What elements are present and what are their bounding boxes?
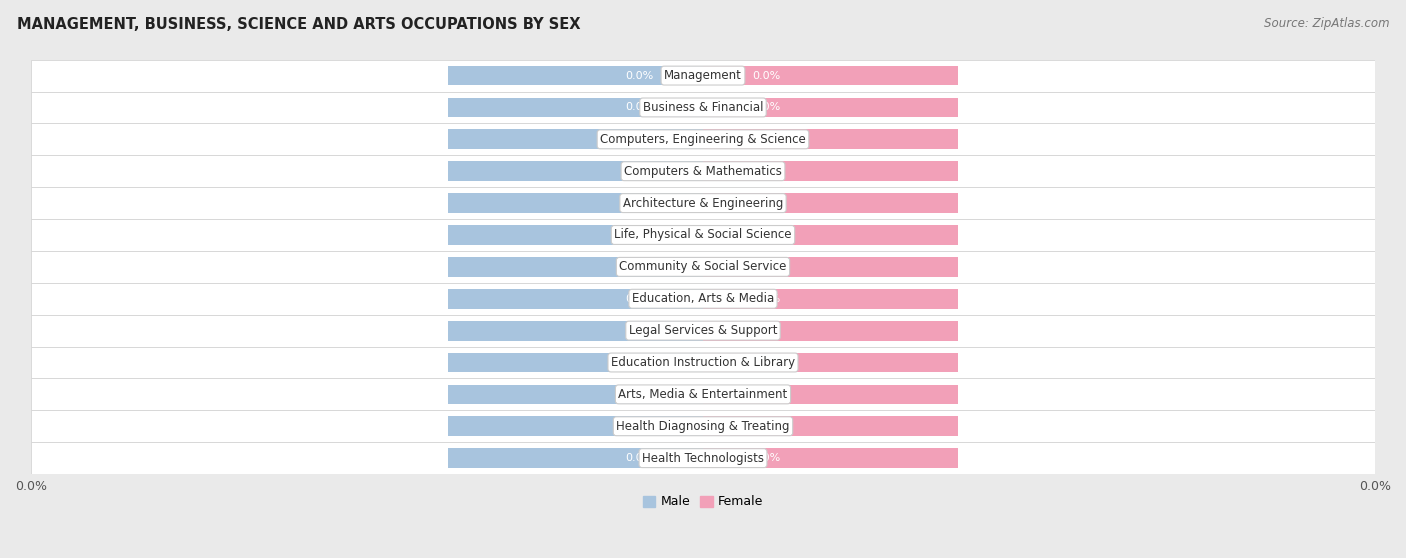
Bar bbox=[31, 251, 1375, 283]
Bar bbox=[31, 187, 1375, 219]
Text: Community & Social Service: Community & Social Service bbox=[619, 261, 787, 273]
Text: 0.0%: 0.0% bbox=[752, 70, 780, 80]
Legend: Male, Female: Male, Female bbox=[638, 490, 768, 513]
Bar bbox=[31, 410, 1375, 442]
Text: MANAGEMENT, BUSINESS, SCIENCE AND ARTS OCCUPATIONS BY SEX: MANAGEMENT, BUSINESS, SCIENCE AND ARTS O… bbox=[17, 17, 581, 32]
Text: Business & Financial: Business & Financial bbox=[643, 101, 763, 114]
Text: 0.0%: 0.0% bbox=[752, 198, 780, 208]
Text: 0.0%: 0.0% bbox=[626, 453, 654, 463]
Text: 0.0%: 0.0% bbox=[626, 70, 654, 80]
Text: 0.0%: 0.0% bbox=[626, 198, 654, 208]
Bar bbox=[447, 384, 703, 404]
Text: 0.0%: 0.0% bbox=[752, 326, 780, 335]
Text: 0.0%: 0.0% bbox=[752, 262, 780, 272]
Bar bbox=[703, 289, 959, 309]
Text: 0.0%: 0.0% bbox=[626, 166, 654, 176]
Text: 0.0%: 0.0% bbox=[752, 421, 780, 431]
Text: 0.0%: 0.0% bbox=[752, 166, 780, 176]
Bar bbox=[447, 257, 703, 277]
Bar bbox=[703, 98, 959, 117]
Text: 0.0%: 0.0% bbox=[752, 453, 780, 463]
Bar bbox=[703, 129, 959, 149]
Text: 0.0%: 0.0% bbox=[752, 230, 780, 240]
Text: Health Technologists: Health Technologists bbox=[643, 451, 763, 465]
Text: 0.0%: 0.0% bbox=[626, 294, 654, 304]
Bar bbox=[31, 60, 1375, 92]
Bar bbox=[447, 448, 703, 468]
Bar bbox=[447, 66, 703, 85]
Text: 0.0%: 0.0% bbox=[752, 294, 780, 304]
Bar bbox=[447, 98, 703, 117]
Text: 0.0%: 0.0% bbox=[626, 230, 654, 240]
Bar bbox=[703, 161, 959, 181]
Text: 0.0%: 0.0% bbox=[752, 134, 780, 145]
Bar bbox=[447, 289, 703, 309]
Bar bbox=[703, 225, 959, 245]
Text: Computers, Engineering & Science: Computers, Engineering & Science bbox=[600, 133, 806, 146]
Bar bbox=[703, 66, 959, 85]
Bar bbox=[31, 442, 1375, 474]
Text: 0.0%: 0.0% bbox=[626, 358, 654, 368]
Bar bbox=[703, 384, 959, 404]
Bar bbox=[703, 448, 959, 468]
Bar bbox=[31, 283, 1375, 315]
Bar bbox=[447, 129, 703, 149]
Text: Health Diagnosing & Treating: Health Diagnosing & Treating bbox=[616, 420, 790, 433]
Text: 0.0%: 0.0% bbox=[626, 134, 654, 145]
Text: Life, Physical & Social Science: Life, Physical & Social Science bbox=[614, 228, 792, 242]
Text: Architecture & Engineering: Architecture & Engineering bbox=[623, 196, 783, 210]
Bar bbox=[31, 219, 1375, 251]
Text: 0.0%: 0.0% bbox=[752, 103, 780, 113]
Text: 0.0%: 0.0% bbox=[752, 389, 780, 400]
Text: 0.0%: 0.0% bbox=[626, 103, 654, 113]
Text: Education, Arts & Media: Education, Arts & Media bbox=[631, 292, 775, 305]
Text: 0.0%: 0.0% bbox=[626, 389, 654, 400]
Bar bbox=[31, 155, 1375, 187]
Text: Source: ZipAtlas.com: Source: ZipAtlas.com bbox=[1264, 17, 1389, 30]
Bar bbox=[703, 321, 959, 340]
Text: Legal Services & Support: Legal Services & Support bbox=[628, 324, 778, 337]
Text: 0.0%: 0.0% bbox=[626, 262, 654, 272]
Text: 0.0%: 0.0% bbox=[752, 358, 780, 368]
Text: 0.0%: 0.0% bbox=[626, 421, 654, 431]
Bar bbox=[447, 353, 703, 372]
Bar bbox=[447, 161, 703, 181]
Bar bbox=[31, 92, 1375, 123]
Text: Computers & Mathematics: Computers & Mathematics bbox=[624, 165, 782, 177]
Bar bbox=[703, 257, 959, 277]
Bar bbox=[31, 347, 1375, 378]
Bar bbox=[447, 193, 703, 213]
Bar bbox=[703, 416, 959, 436]
Bar bbox=[447, 321, 703, 340]
Bar bbox=[447, 416, 703, 436]
Bar bbox=[703, 193, 959, 213]
Text: Education Instruction & Library: Education Instruction & Library bbox=[612, 356, 794, 369]
Text: Arts, Media & Entertainment: Arts, Media & Entertainment bbox=[619, 388, 787, 401]
Bar bbox=[31, 123, 1375, 155]
Bar bbox=[703, 353, 959, 372]
Bar bbox=[31, 315, 1375, 347]
Bar bbox=[31, 378, 1375, 410]
Text: Management: Management bbox=[664, 69, 742, 82]
Bar bbox=[447, 225, 703, 245]
Text: 0.0%: 0.0% bbox=[626, 326, 654, 335]
